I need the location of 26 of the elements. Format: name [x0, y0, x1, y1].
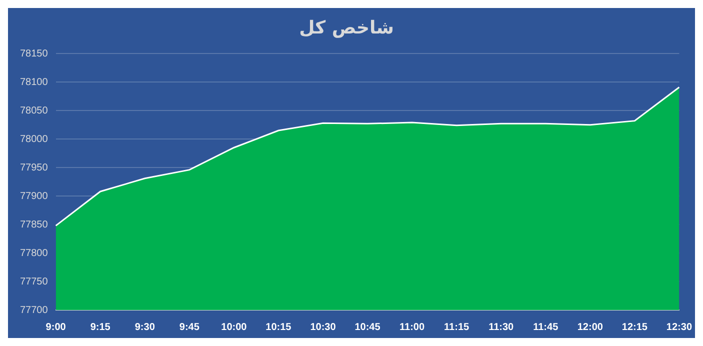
x-tick-label: 12:00: [577, 322, 604, 333]
y-tick-label: 77700: [20, 304, 48, 316]
x-tick-label: 12:30: [666, 322, 692, 333]
y-tick-label: 77900: [20, 190, 48, 202]
y-tick-label: 78000: [20, 134, 48, 145]
x-tick-label: 10:00: [221, 322, 248, 333]
y-tick-label: 77750: [20, 276, 48, 288]
x-tick-label: 11:15: [444, 322, 470, 333]
chart-title: شاخص کل: [299, 17, 394, 38]
y-tick-label: 78100: [20, 76, 48, 88]
x-tick-label: 10:45: [354, 322, 381, 333]
y-tick-label: 78150: [20, 48, 48, 60]
x-tick-label: 10:15: [266, 322, 292, 333]
y-tick-label: 77800: [20, 248, 48, 259]
y-tick-label: 77950: [20, 162, 48, 174]
y-tick-label: 78050: [20, 105, 48, 116]
x-tick-label: 10:30: [310, 322, 336, 333]
x-tick-label: 12:15: [622, 322, 648, 333]
y-tick-label: 77850: [20, 219, 48, 230]
x-tick-label: 11:30: [488, 322, 514, 333]
x-tick-label: 9:30: [134, 322, 156, 333]
x-tick-label: 9:45: [179, 322, 200, 333]
x-tick-label: 9:00: [46, 322, 66, 333]
x-tick-label: 11:45: [533, 322, 559, 333]
x-tick-label: 11:00: [400, 322, 425, 333]
x-tick-label: 9:15: [90, 322, 111, 333]
